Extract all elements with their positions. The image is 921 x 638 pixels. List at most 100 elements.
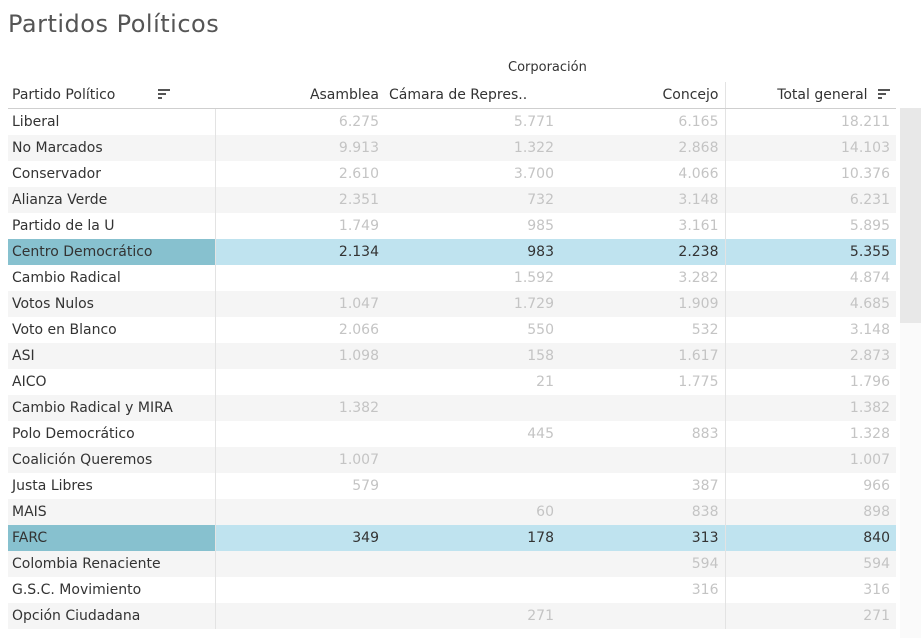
header-camara[interactable]: Cámara de Repres.. xyxy=(385,82,560,109)
row-concejo-value[interactable]: 838 xyxy=(560,499,725,525)
row-party-name[interactable]: Conservador xyxy=(8,161,216,187)
row-camara-value[interactable]: 1.592 xyxy=(513,270,554,286)
row-concejo-value[interactable]: 313 xyxy=(560,525,725,551)
row-concejo-value[interactable]: 883 xyxy=(691,426,719,442)
row-camara-value[interactable]: 983 xyxy=(385,239,560,265)
row-asamblea-value[interactable]: 2.610 xyxy=(338,166,379,182)
row-concejo-value[interactable] xyxy=(560,447,725,473)
row-party-name[interactable]: Cambio Radical y MIRA xyxy=(8,395,216,421)
row-concejo-value[interactable]: 2.868 xyxy=(560,135,725,161)
row-asamblea-value[interactable]: 6.275 xyxy=(338,114,379,130)
row-concejo-value[interactable] xyxy=(560,603,725,629)
row-party-name[interactable]: Justa Libres xyxy=(8,473,216,499)
row-camara-value[interactable]: 550 xyxy=(527,322,554,338)
row-asamblea-value[interactable]: 1.749 xyxy=(338,218,379,234)
table-row[interactable]: No Marcados 9.913 1.322 2.868 14.103 xyxy=(8,135,896,161)
row-asamblea-value[interactable] xyxy=(215,577,385,603)
row-camara-value[interactable] xyxy=(385,577,560,603)
header-asamblea[interactable]: Asamblea xyxy=(215,82,385,109)
row-total-value[interactable]: 1.328 xyxy=(724,421,896,447)
table-row[interactable]: G.S.C. Movimiento 316 316 xyxy=(8,577,896,603)
row-camara-value[interactable]: 60 xyxy=(385,499,560,525)
row-concejo-value[interactable]: 3.282 xyxy=(678,270,719,286)
row-asamblea-value[interactable]: 1.007 xyxy=(215,447,385,473)
row-concejo-value[interactable]: 1.909 xyxy=(560,291,725,317)
row-total-value[interactable]: 898 xyxy=(724,499,896,525)
row-concejo-value[interactable]: 1.617 xyxy=(560,343,725,369)
row-total-value[interactable]: 10.376 xyxy=(724,161,896,187)
row-party-name[interactable]: AICO xyxy=(8,369,216,395)
header-partido[interactable]: Partido Político xyxy=(8,82,215,109)
table-row[interactable]: Conservador 2.610 3.700 4.066 10.376 xyxy=(8,161,896,187)
table-row[interactable]: Colombia Renaciente 594 594 xyxy=(8,551,896,577)
row-party-name[interactable]: Alianza Verde xyxy=(8,187,216,213)
row-total-value[interactable]: 18.211 xyxy=(724,108,896,135)
row-party-name[interactable]: Partido de la U xyxy=(8,213,216,239)
row-total-value[interactable]: 1.382 xyxy=(724,395,896,421)
row-party-name[interactable]: Centro Democrático xyxy=(8,239,216,265)
row-camara-value[interactable]: 3.700 xyxy=(513,166,554,182)
row-camara-value[interactable]: 985 xyxy=(527,218,554,234)
row-camara-value[interactable]: 158 xyxy=(385,343,560,369)
row-camara-value[interactable]: 5.771 xyxy=(513,114,554,130)
row-total-value[interactable]: 4.874 xyxy=(724,265,896,291)
table-row[interactable]: MAIS 60 838 898 xyxy=(8,499,896,525)
row-concejo-value[interactable]: 2.238 xyxy=(560,239,725,265)
row-party-name[interactable]: ASI xyxy=(8,343,216,369)
row-concejo-value[interactable]: 3.148 xyxy=(560,187,725,213)
row-total-value[interactable]: 3.148 xyxy=(724,317,896,343)
row-concejo-value[interactable]: 1.775 xyxy=(678,374,719,390)
row-asamblea-value[interactable]: 2.351 xyxy=(215,187,385,213)
row-concejo-value[interactable]: 4.066 xyxy=(678,166,719,182)
table-row[interactable]: Centro Democrático 2.134 983 2.238 5.355 xyxy=(8,239,896,265)
row-camara-value[interactable] xyxy=(385,473,560,499)
table-row[interactable]: Cambio Radical 1.592 3.282 4.874 xyxy=(8,265,896,291)
table-row[interactable]: Coalición Queremos 1.007 1.007 xyxy=(8,447,896,473)
row-party-name[interactable]: Colombia Renaciente xyxy=(8,551,216,577)
row-asamblea-value[interactable]: 9.913 xyxy=(215,135,385,161)
sort-descending-icon[interactable] xyxy=(878,87,890,103)
row-total-value[interactable]: 5.895 xyxy=(724,213,896,239)
row-camara-value[interactable] xyxy=(385,395,560,421)
header-concejo[interactable]: Concejo xyxy=(560,82,725,109)
table-row[interactable]: Votos Nulos 1.047 1.729 1.909 4.685 xyxy=(8,291,896,317)
row-asamblea-value[interactable]: 1.047 xyxy=(215,291,385,317)
row-asamblea-value[interactable] xyxy=(215,421,385,447)
row-total-value[interactable]: 966 xyxy=(724,473,896,499)
row-total-value[interactable]: 316 xyxy=(724,577,896,603)
row-asamblea-value[interactable]: 2.134 xyxy=(215,239,385,265)
row-concejo-value[interactable] xyxy=(560,395,725,421)
row-camara-value[interactable] xyxy=(385,447,560,473)
row-asamblea-value[interactable] xyxy=(215,603,385,629)
row-total-value[interactable]: 4.685 xyxy=(724,291,896,317)
row-party-name[interactable]: Voto en Blanco xyxy=(8,317,216,343)
row-total-value[interactable]: 1.796 xyxy=(724,369,896,395)
row-party-name[interactable]: Coalición Queremos xyxy=(8,447,216,473)
row-concejo-value[interactable]: 316 xyxy=(691,582,719,598)
row-asamblea-value[interactable] xyxy=(215,265,385,291)
table-row[interactable]: ASI 1.098 158 1.617 2.873 xyxy=(8,343,896,369)
table-row[interactable]: Opción Ciudadana 271 271 xyxy=(8,603,896,629)
row-concejo-value[interactable]: 3.161 xyxy=(678,218,719,234)
row-asamblea-value[interactable]: 579 xyxy=(352,478,379,494)
row-total-value[interactable]: 271 xyxy=(724,603,896,629)
table-row[interactable]: FARC 349 178 313 840 xyxy=(8,525,896,551)
row-concejo-value[interactable]: 6.165 xyxy=(678,114,719,130)
row-concejo-value[interactable]: 387 xyxy=(691,478,719,494)
row-camara-value[interactable]: 1.729 xyxy=(385,291,560,317)
table-row[interactable]: Cambio Radical y MIRA 1.382 1.382 xyxy=(8,395,896,421)
row-party-name[interactable]: Opción Ciudadana xyxy=(8,603,216,629)
row-camara-value[interactable]: 732 xyxy=(385,187,560,213)
table-row[interactable]: Polo Democrático 445 883 1.328 xyxy=(8,421,896,447)
row-asamblea-value[interactable] xyxy=(215,369,385,395)
row-concejo-value[interactable]: 594 xyxy=(560,551,725,577)
table-row[interactable]: Voto en Blanco 2.066 550 532 3.148 xyxy=(8,317,896,343)
row-asamblea-value[interactable] xyxy=(215,551,385,577)
row-total-value[interactable]: 594 xyxy=(724,551,896,577)
row-camara-value[interactable]: 1.322 xyxy=(385,135,560,161)
row-party-name[interactable]: Liberal xyxy=(8,108,216,135)
table-row[interactable]: Partido de la U 1.749 985 3.161 5.895 xyxy=(8,213,896,239)
row-total-value[interactable]: 5.355 xyxy=(724,239,896,265)
row-camara-value[interactable] xyxy=(385,551,560,577)
row-asamblea-value[interactable]: 1.098 xyxy=(215,343,385,369)
